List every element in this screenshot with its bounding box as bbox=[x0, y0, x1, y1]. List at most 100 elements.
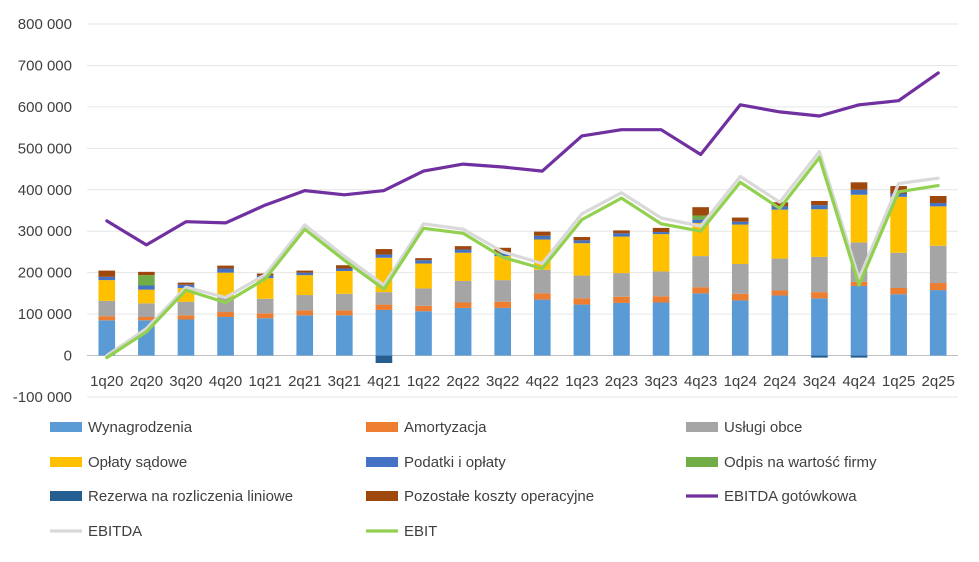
x-tick-label: 3q24 bbox=[803, 373, 836, 390]
legend-swatch bbox=[50, 457, 82, 467]
bar-segment-oplaty-sadowe bbox=[652, 234, 670, 272]
bar-segment-wynagrodzenia bbox=[731, 300, 749, 356]
x-tick-label: 1q23 bbox=[565, 373, 598, 390]
x-tick-label: 4q23 bbox=[684, 373, 717, 390]
bar-segment-amortyzacja bbox=[138, 317, 155, 321]
legend-label: Rezerwa na rozliczenia liniowe bbox=[88, 488, 293, 505]
bar-segment-rezerwa-na-rozliczenia-liniowe bbox=[850, 355, 868, 358]
bar-segment-wynagrodzenia bbox=[811, 298, 828, 356]
stacked-bars bbox=[98, 182, 947, 364]
x-tick-label: 4q20 bbox=[209, 373, 242, 390]
bar-segment-pozostale-koszty-operacyjne bbox=[533, 231, 551, 236]
y-tick-label: 200 000 bbox=[18, 265, 72, 282]
bar-segment-uslugi-obce bbox=[731, 263, 749, 294]
bar-segment-amortyzacja bbox=[811, 292, 828, 299]
bar-segment-amortyzacja bbox=[296, 310, 314, 316]
y-tick-label: -100 000 bbox=[13, 389, 72, 406]
legend-swatch bbox=[366, 491, 398, 501]
bar-segment-rezerwa-na-rozliczenia-liniowe bbox=[375, 355, 393, 364]
bar-segment-wynagrodzenia bbox=[652, 302, 670, 356]
bar-segment-wynagrodzenia bbox=[296, 315, 314, 356]
bar-segment-wynagrodzenia bbox=[177, 319, 195, 356]
bar-segment-podatki-i-oplaty bbox=[929, 203, 947, 207]
bar-segment-amortyzacja bbox=[613, 296, 630, 303]
bar-segment-oplaty-sadowe bbox=[771, 209, 789, 259]
bar-segment-pozostale-koszty-operacyjne bbox=[771, 202, 789, 207]
bar-segment-amortyzacja bbox=[177, 315, 195, 320]
legend-swatch bbox=[686, 422, 718, 432]
bar-segment-oplaty-sadowe bbox=[731, 224, 749, 264]
bar-segment-amortyzacja bbox=[573, 298, 591, 305]
legend-label: Wynagrodzenia bbox=[88, 419, 193, 436]
y-tick-label: 800 000 bbox=[18, 16, 72, 33]
bar-segment-podatki-i-oplaty bbox=[652, 232, 670, 235]
x-tick-label: 1q25 bbox=[882, 373, 915, 390]
bar-segment-podatki-i-oplaty bbox=[415, 260, 432, 264]
bar-segment-wynagrodzenia bbox=[929, 290, 947, 356]
legend-item-ebitda-gotowkowa: EBITDA gotówkowa bbox=[686, 488, 857, 505]
bar-segment-podatki-i-oplaty bbox=[375, 254, 393, 258]
bar-segment-pozostale-koszty-operacyjne bbox=[811, 200, 828, 206]
legend: Wynagrodzenia Amortyzacja Usługi obce Opłat… bbox=[50, 419, 877, 540]
legend-item-ebitda: EBITDA bbox=[50, 523, 142, 540]
bar-segment-uslugi-obce bbox=[138, 303, 155, 318]
bar-segment-podatki-i-oplaty bbox=[533, 235, 551, 240]
bar-segment-pozostale-koszty-operacyjne bbox=[138, 271, 155, 276]
x-tick-label: 3q21 bbox=[328, 373, 361, 390]
legend-swatch bbox=[50, 491, 82, 501]
bar-segment-pozostale-koszty-operacyjne bbox=[850, 182, 868, 190]
bar-segment-pozostale-koszty-operacyjne bbox=[573, 237, 591, 241]
bar-segment-pozostale-koszty-operacyjne bbox=[652, 227, 670, 233]
bar-segment-podatki-i-oplaty bbox=[217, 268, 234, 273]
legend-label: Usługi obce bbox=[724, 419, 802, 436]
bar-segment-amortyzacja bbox=[256, 313, 274, 319]
bar-segment-amortyzacja bbox=[731, 293, 749, 301]
bar-segment-pozostale-koszty-operacyjne bbox=[296, 270, 314, 273]
bar-segment-pozostale-koszty-operacyjne bbox=[692, 207, 709, 216]
legend-item-oplaty-sadowe: Opłaty sądowe bbox=[50, 454, 187, 471]
y-axis-tick-labels: -100 000 0 100 000 200 000 300 000 400 000 500… bbox=[13, 16, 72, 406]
bar-segment-pozostale-koszty-operacyjne bbox=[613, 230, 630, 234]
bar-segment-oplaty-sadowe bbox=[692, 222, 709, 257]
y-tick-label: 100 000 bbox=[18, 306, 72, 323]
x-tick-label: 3q22 bbox=[486, 373, 519, 390]
bar-segment-wynagrodzenia bbox=[692, 293, 709, 356]
legend-label: EBIT bbox=[404, 523, 437, 540]
bar-segment-wynagrodzenia bbox=[613, 302, 630, 356]
bar-segment-uslugi-obce bbox=[652, 271, 670, 297]
bar-segment-amortyzacja bbox=[692, 287, 709, 294]
bar-segment-uslugi-obce bbox=[336, 293, 353, 311]
bar-segment-wynagrodzenia bbox=[573, 304, 591, 356]
bar-segment-uslugi-obce bbox=[256, 298, 274, 314]
bar-segment-wynagrodzenia bbox=[533, 299, 551, 356]
bar-segment-amortyzacja bbox=[494, 301, 512, 308]
bar-segment-wynagrodzenia bbox=[415, 311, 432, 356]
bar-segment-uslugi-obce bbox=[375, 292, 393, 305]
bar-segment-pozostale-koszty-operacyjne bbox=[415, 258, 432, 261]
bar-segment-uslugi-obce bbox=[811, 256, 828, 293]
bar-segment-pozostale-koszty-operacyjne bbox=[929, 195, 947, 204]
legend-item-amortyzacja: Amortyzacja bbox=[366, 419, 487, 436]
bar-segment-uslugi-obce bbox=[613, 273, 630, 297]
bar-segment-podatki-i-oplaty bbox=[138, 285, 155, 290]
bar-segment-podatki-i-oplaty bbox=[573, 240, 591, 244]
x-tick-label: 4q22 bbox=[526, 373, 559, 390]
bar-segment-oplaty-sadowe bbox=[573, 243, 591, 276]
bar-segment-amortyzacja bbox=[533, 293, 551, 300]
bar-segment-pozostale-koszty-operacyjne bbox=[217, 265, 234, 269]
x-tick-label: 1q21 bbox=[248, 373, 281, 390]
bar-segment-uslugi-obce bbox=[98, 300, 116, 317]
bar-segment-oplaty-sadowe bbox=[296, 275, 314, 296]
x-tick-label: 2q20 bbox=[130, 373, 163, 390]
bar-segment-podatki-i-oplaty bbox=[613, 233, 630, 237]
bar-segment-podatki-i-oplaty bbox=[850, 189, 868, 195]
bar-segment-podatki-i-oplaty bbox=[454, 249, 472, 253]
x-tick-label: 1q22 bbox=[407, 373, 440, 390]
bar-segment-oplaty-sadowe bbox=[850, 194, 868, 243]
bar-segment-wynagrodzenia bbox=[98, 320, 116, 356]
y-tick-label: 600 000 bbox=[18, 99, 72, 116]
bar-segment-wynagrodzenia bbox=[771, 295, 789, 356]
bar-segment-pozostale-koszty-operacyjne bbox=[375, 249, 393, 255]
bar-segment-podatki-i-oplaty bbox=[296, 272, 314, 276]
